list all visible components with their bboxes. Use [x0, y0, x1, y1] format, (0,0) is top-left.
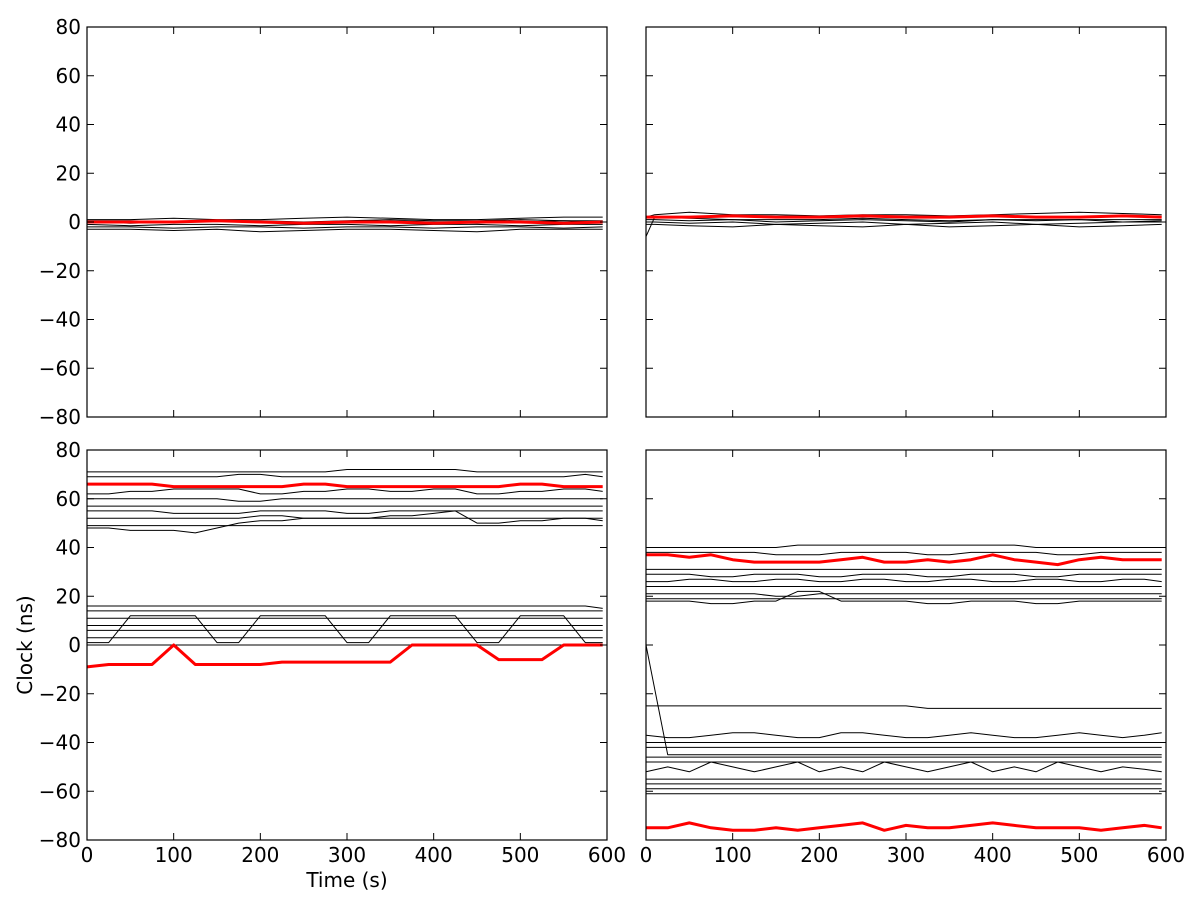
x-tick-label: 200 [241, 843, 279, 867]
series-line-bottom-right-0 [646, 544, 1162, 548]
series-line-bottom-right-3 [646, 573, 1162, 578]
series-line-top-left-4 [87, 228, 603, 233]
y-tick-label: −80 [39, 828, 81, 852]
y-tick-label: −60 [39, 779, 81, 803]
series-line-top-left-0 [87, 216, 603, 221]
plot-frame-bottom-right [645, 449, 1167, 841]
panel-bottom-right: 0 100 200 300 400 500 600 [640, 449, 1185, 867]
x-tick-label: 600 [1147, 843, 1185, 867]
plot-frame-top-left [86, 26, 608, 418]
series-line-bottom-left-2 [87, 488, 603, 495]
panel-top-right [645, 26, 1167, 418]
y-tick-label: −80 [39, 405, 81, 429]
series-line-top-right-4 [646, 223, 1162, 228]
panel-bottom-left: 0 100 200 300 400 500 600 −80 −60 −40 −20 0 20 40 60 80 [39, 438, 626, 867]
y-tick-label: 60 [56, 487, 81, 511]
x-tick-label: 100 [714, 843, 752, 867]
x-tick-label: 300 [887, 843, 925, 867]
series-line-top-right-2 [646, 221, 1162, 225]
x-tick-label: 400 [974, 843, 1012, 867]
y-tick-label: −20 [39, 259, 81, 283]
series-line-bottom-left-8 [87, 510, 603, 534]
x-axis-label: Time (s) [305, 868, 387, 892]
series-line-bottom-right-16 [645, 761, 1162, 773]
series-line-bottom-right-22 [646, 821, 1162, 832]
x-tick-label: 400 [415, 843, 453, 867]
x-tick-label: 500 [1060, 843, 1098, 867]
series-line-bottom-right-4 [646, 578, 1162, 583]
y-tick-label: 80 [56, 15, 81, 39]
x-tick-label: 500 [501, 843, 539, 867]
series-line-bottom-left-0 [87, 469, 603, 473]
series-line-top-left-2 [86, 223, 603, 227]
y-tick-label: 80 [56, 438, 81, 462]
y-tick-label: −20 [39, 682, 81, 706]
y-axis-label: Clock (ns) [13, 595, 37, 694]
series-line-bottom-left-3 [87, 498, 603, 502]
x-tick-label: 300 [328, 843, 366, 867]
x-tick-label: 200 [800, 843, 838, 867]
y-tick-label: 20 [56, 161, 81, 185]
plot-frame-top-right [645, 26, 1167, 418]
series-line-bottom-right-9 [645, 644, 1162, 756]
series-line-top-right-3 [646, 219, 1162, 223]
y-tick-label: 0 [68, 210, 81, 234]
y-tick-label: 40 [56, 536, 81, 560]
series-line-bottom-right-6 [646, 593, 1162, 597]
x-tick-label: 600 [588, 843, 626, 867]
x-tick-label: 0 [81, 843, 94, 867]
series-line-bottom-right-1 [646, 551, 1162, 556]
y-tick-label: −40 [39, 731, 81, 755]
x-tick-label: 100 [155, 843, 193, 867]
y-tick-label: 40 [56, 113, 81, 137]
series-line-bottom-left-1 [87, 473, 603, 478]
series-line-top-left-6 [87, 219, 603, 225]
series-line-bottom-right-10 [646, 705, 1162, 709]
series-line-bottom-right-21 [646, 553, 1162, 567]
y-tick-label: 60 [56, 64, 81, 88]
y-tick-label: 20 [56, 584, 81, 608]
series-line-bottom-left-9 [87, 605, 603, 609]
y-tick-label: 0 [68, 633, 81, 657]
series-line-bottom-right-8 [646, 590, 1162, 605]
series-line-top-right-1 [645, 211, 1162, 218]
series-line-bottom-left-18 [86, 643, 603, 669]
series-line-bottom-right-11 [645, 732, 1162, 739]
panel-top-left: −80 −60 −40 −20 0 20 40 60 80 [39, 15, 608, 429]
plot-frame-bottom-left [86, 449, 608, 841]
y-tick-label: −60 [39, 356, 81, 380]
series-line-top-right-5 [646, 214, 1162, 219]
x-tick-label: 0 [640, 843, 653, 867]
series-line-bottom-left-17 [87, 482, 603, 489]
y-tick-label: −40 [39, 308, 81, 332]
series-line-bottom-left-5 [87, 510, 603, 514]
series-line-bottom-left-16 [87, 615, 603, 644]
series-line-top-left-3 [87, 226, 603, 229]
